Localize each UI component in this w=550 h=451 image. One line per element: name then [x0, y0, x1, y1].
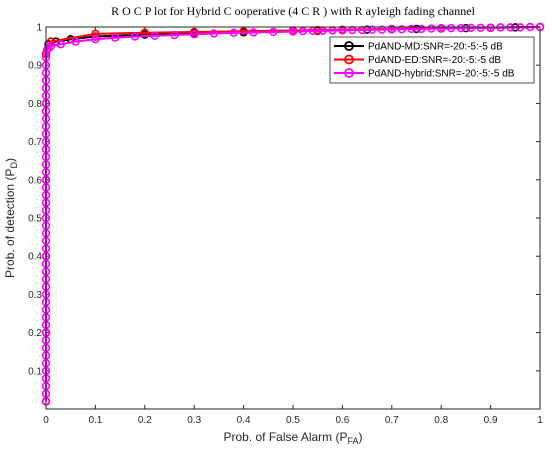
- data-point: [446, 23, 456, 33]
- data-point: [249, 28, 258, 37]
- legend-item: PdAND-ED:SNR=-20:-5:-5 dB: [334, 54, 501, 66]
- x-tick-label: 0: [43, 415, 49, 426]
- legend-item: PdAND-hybrid:SNR=-20:-5:-5 dB: [334, 68, 515, 80]
- y-tick-label: 0.6: [28, 175, 42, 186]
- y-tick-label: 0.3: [28, 290, 42, 301]
- x-tick-label: 0.4: [237, 415, 251, 426]
- data-point: [486, 23, 495, 32]
- data-point: [387, 25, 396, 34]
- legend-marker: [344, 41, 354, 51]
- y-tick-label: 0.9: [28, 61, 42, 72]
- legend-marker: [344, 68, 354, 78]
- y-tick-label: 0.2: [28, 328, 42, 339]
- data-point: [150, 31, 159, 40]
- data-point: [190, 30, 199, 39]
- legend: PdAND-MD:SNR=-20:-5:-5 dB PdAND-ED:SNR=-2…: [329, 36, 535, 84]
- data-point: [476, 23, 485, 32]
- x-tick-label: 1: [537, 415, 543, 426]
- data-point: [71, 37, 80, 46]
- y-tick-label: 0.7: [28, 137, 42, 148]
- data-point: [466, 23, 476, 32]
- data-point: [377, 25, 387, 34]
- data-point: [298, 27, 308, 36]
- legend-item: PdAND-MD:SNR=-20:-5:-5 dB: [334, 41, 503, 53]
- data-point: [46, 41, 56, 51]
- data-point: [130, 32, 140, 41]
- legend-label: PdAND-MD:SNR=-20:-5:-5 dB: [368, 42, 503, 53]
- x-tick-label: 0.8: [434, 415, 448, 426]
- y-tick-label: 0.1: [28, 366, 42, 377]
- x-tick-label: 0.7: [385, 415, 399, 426]
- data-point: [91, 35, 100, 44]
- legend-label: PdAND-hybrid:SNR=-20:-5:-5 dB: [368, 69, 515, 80]
- data-point: [427, 24, 436, 33]
- data-point: [456, 23, 466, 33]
- data-point: [407, 24, 416, 34]
- data-point: [239, 27, 248, 36]
- y-tick-label: 0.4: [28, 252, 42, 263]
- legend-marker: [344, 54, 354, 65]
- data-point: [437, 24, 446, 33]
- x-tick-label: 0.9: [484, 415, 498, 426]
- y-tick-label: 1: [36, 23, 42, 34]
- data-point: [397, 25, 406, 34]
- x-tick-label: 0.6: [335, 415, 349, 426]
- x-tick-label: 0.3: [187, 415, 201, 426]
- plot-area: [46, 27, 540, 409]
- y-tick-label: 0.8: [28, 99, 42, 110]
- chart-title: R O C P lot for Hybrid C ooperative (4 C…: [111, 4, 475, 18]
- x-tick-label: 0.2: [138, 415, 152, 426]
- y-tick-label: 0.5: [28, 214, 42, 225]
- legend-label: PdAND-ED:SNR=-20:-5:-5 dB: [368, 55, 501, 66]
- data-point: [288, 27, 298, 36]
- data-point: [91, 29, 100, 39]
- x-tick-label: 0.1: [88, 415, 102, 426]
- data-point: [209, 29, 219, 38]
- x-tick-label: 0.5: [286, 415, 300, 426]
- data-point: [170, 30, 179, 40]
- data-point: [269, 27, 278, 37]
- data-point: [417, 24, 426, 34]
- y-axis-label: Prob. of detection (PD): [3, 158, 19, 278]
- data-point: [367, 25, 377, 34]
- data-point: [110, 33, 120, 42]
- x-axis-label: Prob. of False Alarm (PFA): [223, 430, 362, 446]
- data-point: [56, 39, 66, 49]
- data-point: [229, 28, 238, 37]
- plot-frame: [45, 26, 541, 410]
